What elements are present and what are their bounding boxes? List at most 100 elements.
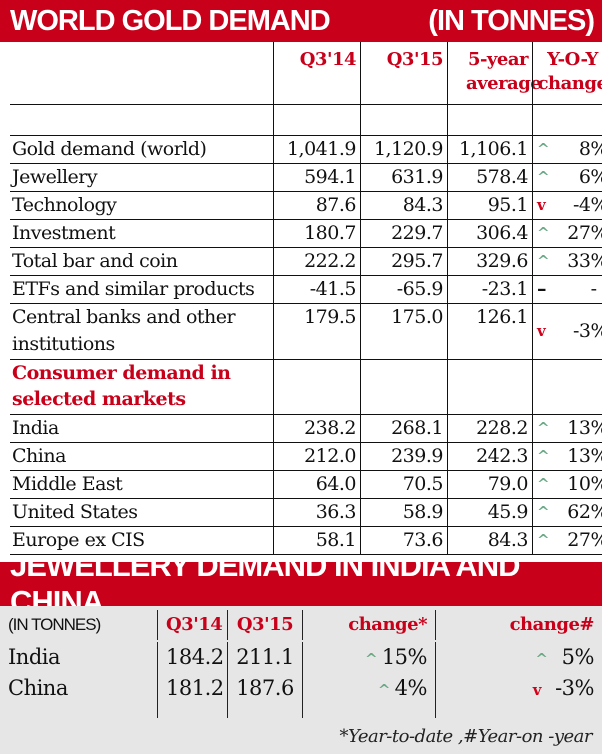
- arrow-up-icon: ^: [537, 475, 550, 493]
- q314-value: 179.5: [273, 304, 360, 359]
- arrow-up-icon: ^: [537, 419, 550, 437]
- row-label: Total bar and coin: [12, 250, 178, 272]
- q315-value: 84.3: [360, 192, 447, 219]
- row-label: Europe ex CIS: [12, 529, 145, 551]
- q314-value: 180.7: [273, 220, 360, 247]
- table-row: China 181.2 187.6 ^ 4% v -3%: [0, 673, 602, 718]
- row-label: China: [8, 676, 68, 700]
- q315-value: 70.5: [360, 471, 447, 498]
- arrow-up-icon: ^: [537, 503, 550, 521]
- arrow-down-icon: v: [537, 196, 546, 214]
- change-value: - -: [590, 278, 602, 300]
- change-value: 13%: [567, 417, 602, 439]
- q314-value: 212.0: [273, 443, 360, 470]
- q315-value: 187.6: [227, 673, 302, 718]
- change-value: 10%: [567, 473, 602, 495]
- yoy-change: ^ 27%: [532, 527, 602, 554]
- q315-value: 73.6: [360, 527, 447, 554]
- avg-value: 95.1: [447, 192, 532, 219]
- avg-value: 79.0: [447, 471, 532, 498]
- yoy-change: ^ 33%: [532, 248, 602, 275]
- avg-value: 578.4: [447, 164, 532, 191]
- avg-value: 126.1: [447, 304, 532, 359]
- arrow-up-icon: ^: [537, 140, 550, 158]
- avg-value: 84.3: [447, 527, 532, 554]
- q314-value: 184.2: [157, 642, 227, 675]
- arrow-up-icon: ^: [377, 681, 395, 699]
- table-row: Technology 87.6 84.3 95.1 v -4%: [10, 192, 602, 220]
- dash-icon: –: [537, 278, 547, 300]
- world-gold-demand-table: Q3'14 Q3'15 5-year average Y-O-Y change …: [0, 42, 602, 555]
- ytd-change: ^ 15%: [302, 642, 435, 675]
- change-value: 15%: [381, 645, 428, 669]
- section-row: Consumer demand in selected markets: [10, 360, 602, 415]
- q314-value: 594.1: [273, 164, 360, 191]
- header-change-ytd: change*: [302, 610, 435, 640]
- table-row: Central banks and other institutions 179…: [10, 304, 602, 360]
- table-row: ETFs and similar products -41.5 -65.9 -2…: [10, 276, 602, 304]
- q315-value: 295.7: [360, 248, 447, 275]
- change-value: -3%: [572, 320, 602, 342]
- yoy-change: ^ 6%: [532, 164, 602, 191]
- row-label: India: [12, 417, 59, 439]
- table-row: China 212.0 239.9 242.3 ^ 13%: [10, 443, 602, 471]
- row-label: Investment: [12, 222, 116, 244]
- header-change-yoy: change#: [435, 610, 602, 640]
- arrow-up-icon: ^: [537, 252, 550, 270]
- arrow-up-icon: ^: [535, 650, 562, 668]
- header-q315: Q3'15: [227, 610, 302, 640]
- jewellery-demand-banner: JEWELLERY DEMAND IN INDIA AND CHINA: [0, 548, 602, 619]
- row-label: ETFs and similar products: [12, 278, 255, 300]
- q315-value: 239.9: [360, 443, 447, 470]
- table-row: Europe ex CIS 58.1 73.6 84.3 ^ 27%: [10, 527, 602, 555]
- table-row: Middle East 64.0 70.5 79.0 ^ 10%: [10, 471, 602, 499]
- avg-value: 45.9: [447, 499, 532, 526]
- q315-value: 229.7: [360, 220, 447, 247]
- arrow-up-icon: ^: [537, 531, 550, 549]
- yoy-change: v -3%: [435, 673, 602, 718]
- change-value: 6%: [578, 166, 602, 188]
- change-value: 27%: [567, 222, 602, 244]
- footnote: *Year-to-date ,#Year-on -year: [339, 726, 593, 747]
- change-value: 5%: [561, 645, 595, 669]
- table-row: India 238.2 268.1 228.2 ^ 13%: [10, 415, 602, 443]
- q314-value: 238.2: [273, 415, 360, 442]
- row-label: India: [8, 645, 61, 669]
- world-gold-demand-banner: WORLD GOLD DEMAND (IN TONNES): [0, 0, 602, 42]
- table-header: (IN TONNES) Q3'14 Q3'15 change* change#: [0, 610, 602, 640]
- q314-value: -41.5: [273, 276, 360, 303]
- table-row: Gold demand (world) 1,041.9 1,120.9 1,10…: [10, 136, 602, 164]
- change-value: 33%: [567, 250, 602, 272]
- yoy-change: ^ 62%: [532, 499, 602, 526]
- q314-value: 181.2: [157, 673, 227, 718]
- avg-value: 242.3: [447, 443, 532, 470]
- yoy-change: ^ 10%: [532, 471, 602, 498]
- q314-value: 1,041.9: [273, 136, 360, 163]
- header-yoy: Y-O-Y change: [532, 42, 602, 104]
- table-row: Total bar and coin 222.2 295.7 329.6 ^ 33…: [10, 248, 602, 276]
- title: WORLD GOLD DEMAND: [10, 4, 331, 37]
- arrow-down-icon: v: [537, 322, 546, 340]
- arrow-down-icon: v: [532, 681, 556, 699]
- q314-value: 64.0: [273, 471, 360, 498]
- q314-value: 58.1: [273, 527, 360, 554]
- q315-value: 211.1: [227, 642, 302, 675]
- table-row: India 184.2 211.1 ^ 15% ^ 5%: [0, 642, 602, 675]
- avg-value: 1,106.1: [447, 136, 532, 163]
- q314-value: 87.6: [273, 192, 360, 219]
- arrow-up-icon: ^: [365, 650, 382, 668]
- row-label: Jewellery: [12, 166, 98, 188]
- change-value: 4%: [394, 676, 428, 700]
- yoy-change: v -4%: [532, 192, 602, 219]
- row-label: Gold demand (world): [12, 138, 207, 160]
- arrow-up-icon: ^: [537, 447, 550, 465]
- yoy-change: ^ 13%: [532, 443, 602, 470]
- change-value: 62%: [567, 501, 602, 523]
- header-blank: [10, 42, 283, 104]
- q315-value: 1,120.9: [360, 136, 447, 163]
- change-value: -4%: [572, 194, 602, 216]
- arrow-up-icon: ^: [537, 168, 550, 186]
- header-q314: Q3'14: [273, 42, 360, 104]
- header-q314: Q3'14: [157, 610, 227, 640]
- row-label: China: [12, 445, 66, 467]
